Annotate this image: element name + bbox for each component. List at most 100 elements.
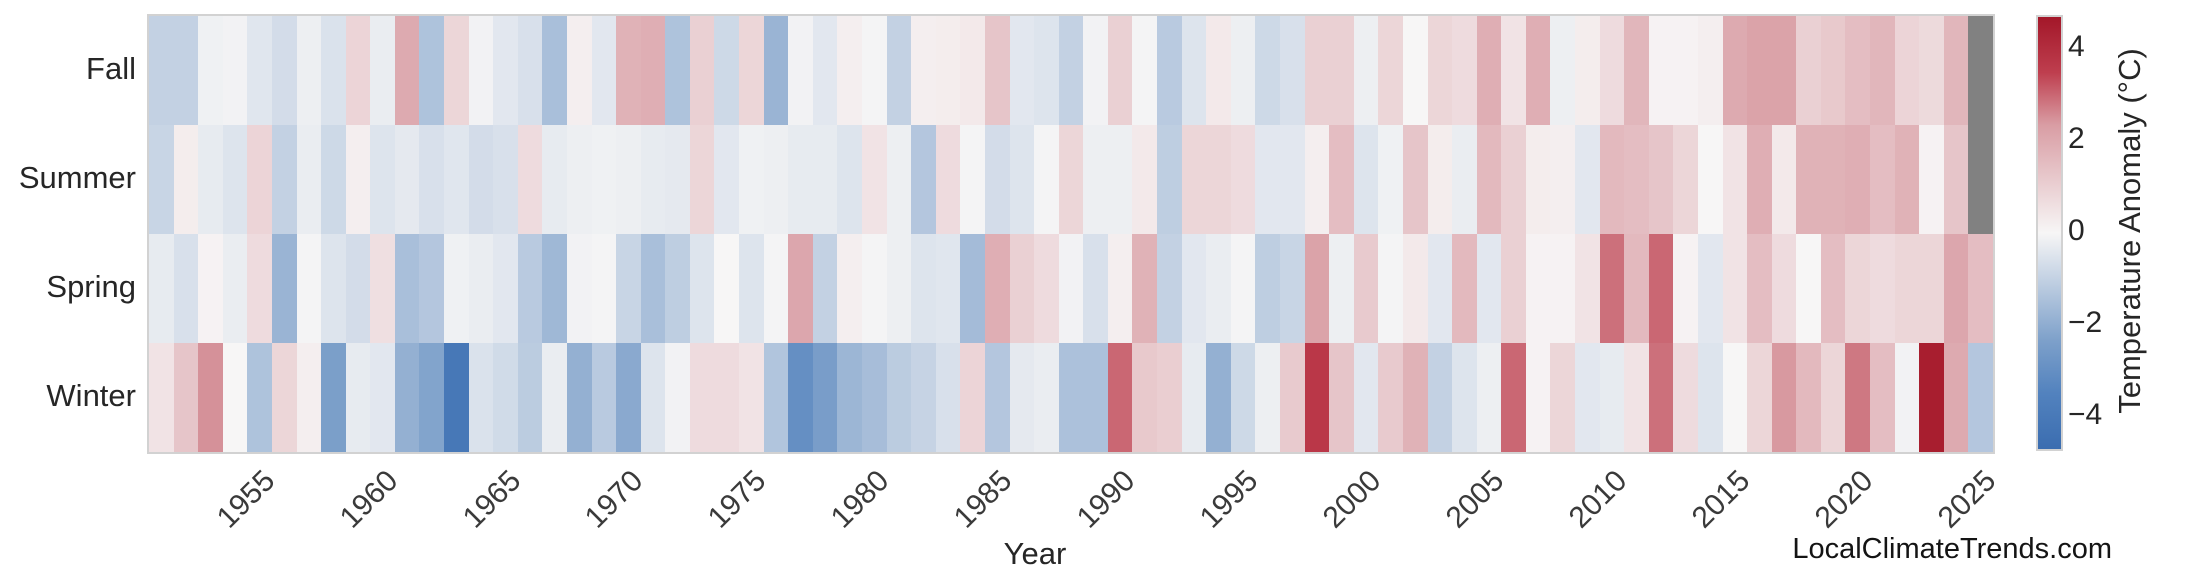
- heatmap-cell: [1304, 16, 1330, 125]
- heatmap-cell: [321, 343, 346, 452]
- heatmap-cell: [1206, 343, 1231, 452]
- heatmap-cell: [468, 16, 494, 125]
- heatmap-cell: [1550, 234, 1576, 343]
- heatmap-cell: [1329, 16, 1354, 125]
- heatmap-cell: [1968, 16, 1993, 125]
- heatmap-cell: [394, 234, 420, 343]
- heatmap-cell: [271, 16, 297, 125]
- heatmap-cell: [1894, 16, 1920, 125]
- x-tick-label: 1955: [210, 464, 281, 535]
- colorbar-tick-label: 2: [2068, 122, 2085, 156]
- heatmap-cell: [1132, 234, 1158, 343]
- heatmap-cell: [468, 234, 494, 343]
- heatmap-cell: [591, 343, 617, 452]
- heatmap-cell: [1599, 234, 1625, 343]
- heatmap-cell: [1943, 16, 1969, 125]
- heatmap-cell: [1107, 343, 1133, 452]
- heatmap-cell: [149, 234, 174, 343]
- heatmap-cell: [763, 343, 789, 452]
- heatmap-cell: [370, 125, 395, 234]
- heatmap-cell: [960, 234, 985, 343]
- heatmap-cell: [149, 125, 174, 234]
- heatmap-cell: [444, 125, 469, 234]
- colorbar-tick-label: −2: [2068, 305, 2103, 339]
- heatmap-cell: [1673, 234, 1698, 343]
- heatmap-cell: [1329, 343, 1354, 452]
- heatmap-cell: [1525, 234, 1551, 343]
- heatmap-cell: [1206, 125, 1231, 234]
- heatmap-cell: [1747, 234, 1772, 343]
- heatmap-cell: [1968, 343, 1993, 452]
- heatmap-cell: [1501, 16, 1526, 125]
- heatmap-cell: [1771, 16, 1797, 125]
- heatmap-cell: [1083, 234, 1108, 343]
- heatmap-cell: [493, 234, 518, 343]
- heatmap-cell: [1353, 125, 1379, 234]
- heatmap-cell: [837, 16, 862, 125]
- heatmap-cell: [198, 125, 223, 234]
- heatmap-cell: [1427, 234, 1453, 343]
- heatmap-cell: [1402, 125, 1428, 234]
- heatmap-cell: [1624, 125, 1649, 234]
- heatmap-cell: [1255, 343, 1280, 452]
- heatmap-cell: [1820, 125, 1846, 234]
- heatmap-cell: [1771, 234, 1797, 343]
- heatmap-cell: [493, 125, 518, 234]
- heatmap-cell: [542, 16, 567, 125]
- heatmap-cell: [837, 234, 862, 343]
- heatmap-cell: [1476, 16, 1502, 125]
- heatmap-cell: [1009, 343, 1035, 452]
- heatmap-cell: [1796, 234, 1821, 343]
- heatmap-cell: [1501, 343, 1526, 452]
- heatmap-cell: [1820, 343, 1846, 452]
- heatmap-cell: [1058, 125, 1084, 234]
- heatmap-cell: [1304, 343, 1330, 452]
- colorbar-tick-label: 0: [2068, 214, 2085, 247]
- heatmap-cell: [640, 343, 666, 452]
- heatmap-cell: [1673, 16, 1698, 125]
- heatmap-cell: [1624, 234, 1649, 343]
- heatmap-cell: [1697, 16, 1723, 125]
- heatmap-cell: [1599, 125, 1625, 234]
- heatmap-cell: [345, 125, 371, 234]
- heatmap-cell: [1378, 16, 1403, 125]
- heatmap-cell: [739, 343, 764, 452]
- heatmap-grid: [149, 16, 1993, 452]
- heatmap-cell: [1722, 125, 1748, 234]
- heatmap-cell: [1083, 125, 1108, 234]
- heatmap-cell: [714, 234, 740, 343]
- heatmap-cell: [1722, 16, 1748, 125]
- heatmap-cell: [271, 125, 297, 234]
- heatmap-cell: [247, 343, 272, 452]
- heatmap-plot-area: [147, 14, 1995, 454]
- heatmap-cell: [788, 343, 813, 452]
- heatmap-cell: [1009, 125, 1035, 234]
- heatmap-cell: [222, 234, 248, 343]
- heatmap-cell: [616, 343, 641, 452]
- heatmap-cell: [1157, 234, 1182, 343]
- heatmap-cell: [1034, 16, 1059, 125]
- heatmap-cell: [960, 125, 985, 234]
- heatmap-cell: [739, 16, 764, 125]
- heatmap-cell: [665, 16, 690, 125]
- heatmap-cell: [1279, 234, 1305, 343]
- heatmap-cell: [1550, 16, 1576, 125]
- heatmap-cell: [1697, 343, 1723, 452]
- heatmap-cell: [714, 16, 740, 125]
- season-label-fall: Fall: [86, 51, 136, 86]
- heatmap-cell: [1919, 125, 1944, 234]
- heatmap-cell: [1452, 343, 1477, 452]
- heatmap-cell: [665, 343, 690, 452]
- heatmap-cell: [689, 343, 715, 452]
- heatmap-cell: [1181, 234, 1207, 343]
- heatmap-cell: [1353, 16, 1379, 125]
- heatmap-cell: [1575, 125, 1600, 234]
- season-label-summer: Summer: [18, 160, 136, 195]
- colorbar-tick-label: −4: [2068, 397, 2103, 431]
- heatmap-cell: [345, 16, 371, 125]
- heatmap-cell: [862, 234, 887, 343]
- heatmap-cell: [1230, 343, 1256, 452]
- heatmap-cell: [566, 343, 592, 452]
- heatmap-cell: [1157, 16, 1182, 125]
- heatmap-cell: [345, 234, 371, 343]
